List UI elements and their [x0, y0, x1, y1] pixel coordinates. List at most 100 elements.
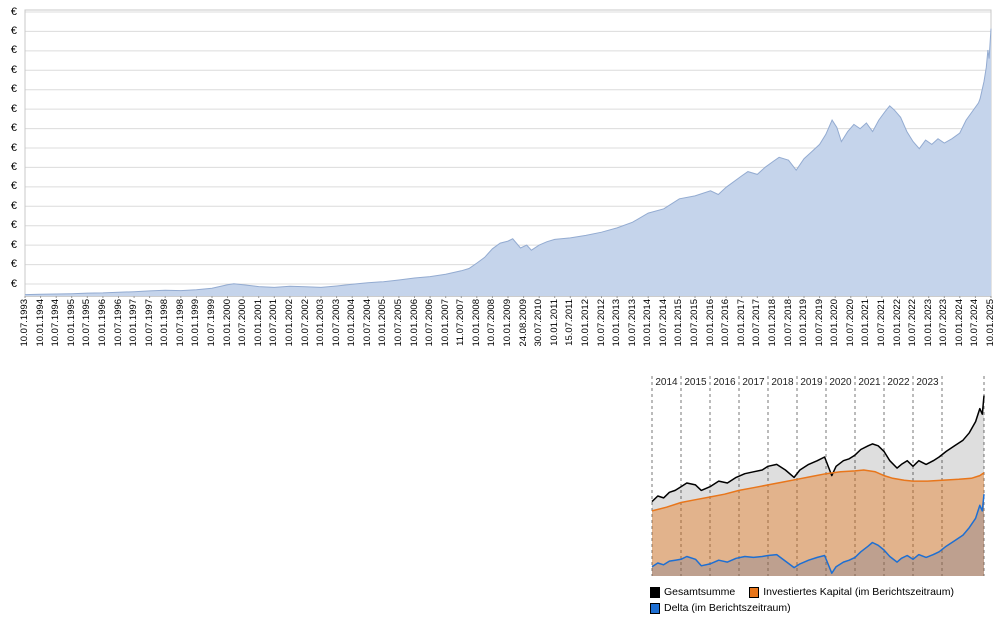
y-axis-label: €	[10, 24, 17, 37]
y-axis-labels: € € € € € € € € € € € € € € €	[0, 0, 20, 298]
legend-row: Delta (im Berichtszeitraum)	[650, 602, 998, 614]
x-axis-label: 10.01.2023	[922, 299, 934, 347]
x-axis-label: 10.07.2012	[595, 299, 607, 347]
x-axis-label: 10.07.1997	[143, 299, 155, 347]
y-axis-label: €	[10, 258, 17, 271]
x-axis-label: 10.01.1999	[190, 299, 202, 347]
year-label: 2021	[858, 377, 881, 388]
x-axis-label: 10.07.2020	[844, 299, 856, 347]
chart-legend: Gesamtsumme Investiertes Kapital (im Ber…	[650, 586, 998, 618]
legend-row: Gesamtsumme Investiertes Kapital (im Ber…	[650, 586, 998, 598]
x-axis-label: 10.01.2004	[346, 299, 358, 347]
y-axis-label: €	[10, 44, 17, 57]
x-axis-label: 10.01.1996	[96, 299, 108, 347]
y-axis-label: €	[10, 160, 17, 173]
legend-swatch-delta	[650, 602, 660, 614]
year-label: 2023	[916, 377, 939, 388]
x-axis-label: 10.07.2014	[657, 299, 669, 347]
y-axis-label: €	[10, 83, 17, 96]
x-axis-label: 10.07.2024	[969, 299, 981, 347]
x-axis-label: 10.07.2003	[330, 299, 342, 347]
year-label: 2015	[684, 377, 707, 388]
x-axis-label: 10.01.2021	[860, 299, 872, 347]
series-line-1	[651, 469, 985, 512]
x-axis-label: 10.01.2016	[704, 299, 716, 347]
x-axis-label: 10.01.2018	[766, 299, 778, 347]
x-axis-label: 10.01.2002	[283, 299, 295, 347]
y-axis-label: €	[10, 180, 17, 193]
x-axis-label: 10.01.2014	[642, 299, 654, 347]
x-axis-label: 10.01.2012	[579, 299, 591, 347]
x-axis-label: 10.01.1998	[159, 299, 171, 347]
series-fill-2	[652, 494, 984, 576]
year-label: 2019	[800, 377, 823, 388]
x-axis-label: 10.07.2000	[237, 299, 249, 347]
x-axis-label: 10.07.2002	[299, 299, 311, 347]
x-axis-label: 10.07.2017	[751, 299, 763, 347]
x-axis-label: 10.07.2001	[268, 299, 280, 347]
main-area-chart[interactable]: € € € € € € € € € € € € € € € 10.07.1993 10.01.1994 10.0…	[0, 0, 1000, 372]
x-axis-label: 10.01.2007	[439, 299, 451, 347]
x-axis-label: 10.07.2004	[361, 299, 373, 347]
year-label: 2016	[713, 377, 736, 388]
year-label: 2022	[887, 377, 910, 388]
y-axis-label: €	[10, 238, 17, 251]
x-axis-label: 10.07.1993	[19, 299, 30, 347]
x-axis-label: 10.01.2024	[953, 299, 965, 347]
x-axis-label: 10.01.2000	[221, 299, 233, 347]
area-series-line	[24, 28, 992, 296]
x-axis-label: 10.01.2003	[315, 299, 326, 347]
legend-item: Investiertes Kapital (im Berichtszeitrau…	[749, 586, 954, 598]
x-axis-label: 10.07.2015	[689, 299, 700, 347]
legend-label-invested: Investiertes Kapital (im Berichtszeitrau…	[763, 586, 954, 598]
y-axis-label: €	[10, 277, 17, 290]
x-axis-label: 10.01.2015	[673, 299, 685, 347]
x-axis-label: 10.01.2017	[735, 299, 747, 347]
x-axis-label: 10.07.2023	[938, 299, 950, 347]
x-axis-label: 10.01.2025	[985, 299, 996, 347]
y-axis-label: €	[10, 102, 17, 115]
x-axis-label: 10.01.2022	[891, 299, 903, 347]
x-axis-label: 10.07.1999	[206, 299, 217, 347]
x-axis-label: 10.01.2009	[502, 299, 513, 347]
x-axis-label: 10.07.2005	[392, 299, 404, 347]
legend-item: Gesamtsumme	[650, 586, 735, 598]
x-axis-label: 10.07.2018	[782, 299, 794, 347]
x-axis-label: 30.07.2010	[533, 299, 545, 347]
x-axis-label: 10.07.2006	[424, 299, 436, 347]
x-axis-labels: 10.07.1993 10.01.1994 10.07.1994 10.01.1995…	[0, 299, 1000, 371]
legend-label-delta: Delta (im Berichtszeitraum)	[664, 602, 791, 614]
x-axis-label: 10.01.1995	[65, 299, 77, 347]
x-axis-label: 11.07.2007	[455, 299, 467, 346]
y-axis-label: €	[10, 141, 17, 154]
x-axis-label: 10.07.1994	[50, 299, 62, 347]
y-axis-label: €	[10, 219, 17, 232]
x-axis-label: 10.01.2005	[377, 299, 389, 347]
series-line-2	[651, 494, 985, 574]
x-axis-label: 10.07.1995	[81, 299, 93, 347]
x-axis-label: 10.07.2021	[875, 299, 887, 347]
detail-chart-plot: 2014 2015 2016 2017 2018 2019 2020 2021 2022 2023	[651, 376, 985, 576]
x-axis-label: 10.01.2008	[470, 299, 482, 347]
area-series-fill	[25, 28, 991, 296]
y-axis-label: €	[10, 5, 17, 18]
year-label: 2018	[771, 377, 794, 388]
legend-label-total: Gesamtsumme	[664, 586, 736, 598]
series-line-0	[651, 395, 985, 503]
x-axis-label: 10.01.1997	[128, 299, 140, 347]
year-label: 2020	[829, 377, 852, 388]
x-axis-label: 10.07.2013	[626, 299, 638, 347]
x-axis-label: 10.01.2001	[252, 299, 264, 347]
detail-chart[interactable]: 2014 2015 2016 2017 2018 2019 2020 2021 2022 2023…	[648, 374, 1000, 634]
year-label: 2014	[655, 377, 678, 388]
x-axis-label: 10.07.1996	[112, 299, 124, 347]
series-fill-0	[652, 395, 984, 576]
y-axis-label: €	[10, 122, 17, 135]
x-axis-label: 24.08.2009	[517, 299, 529, 347]
x-axis-label: 10.07.2016	[720, 299, 732, 347]
legend-item: Delta (im Berichtszeitraum)	[650, 602, 791, 614]
x-axis-label: 10.07.1998	[174, 299, 186, 347]
x-axis-label: 15.07.2011	[564, 299, 576, 346]
x-axis-label: 10.01.2020	[829, 299, 841, 347]
